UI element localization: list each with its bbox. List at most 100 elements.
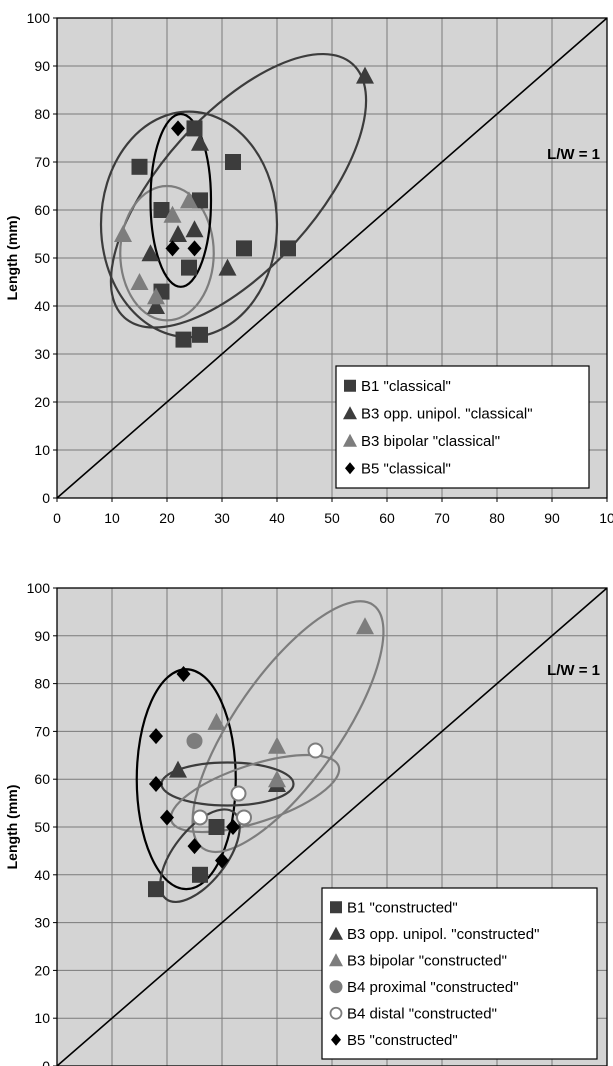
x-tick-label: 80 (489, 510, 505, 526)
chart-constructed: L/W = 1 0 10 20 30 40 50 60 70 80 90 100 Length (mm)… (4, 580, 608, 1066)
y-axis-label: Length (mm) (4, 216, 20, 301)
x-tick-label: 70 (434, 510, 450, 526)
data-point-b1-classical (280, 240, 296, 257)
y-tick-label: 80 (34, 676, 50, 692)
data-point-b4-proximal-constructed (186, 732, 203, 749)
x-tick-label: 40 (269, 510, 285, 526)
legend-label: B5 "classical" (361, 460, 451, 477)
data-point-b3-opp-unipol-classical (218, 258, 237, 276)
data-point-b1-classical (192, 192, 208, 209)
data-point-b3-bipolar-classical (130, 273, 149, 290)
data-point-b3-opp-unipol-constructed (169, 760, 187, 778)
data-point-b3-bipolar-constructed (356, 617, 374, 635)
x-tick-label: 10 (104, 510, 120, 526)
data-point-b5-constructed (176, 666, 191, 683)
group-ellipse (149, 112, 213, 288)
legend-marker (329, 1006, 343, 1020)
y-tick-label: 0 (42, 1058, 50, 1066)
y-tick-label: 10 (34, 1010, 50, 1026)
y-tick-label: 20 (34, 962, 50, 978)
group-ellipse (191, 600, 385, 854)
reference-line (56, 587, 608, 1066)
reference-line-label: L/W = 1 (547, 662, 600, 679)
data-point-b4-distal-constructed (230, 785, 247, 802)
data-point-b4-distal-constructed (192, 809, 208, 826)
data-point-b1-classical (131, 158, 148, 175)
data-point-b5-constructed (215, 852, 229, 869)
data-point-b5-classical (165, 240, 180, 257)
data-point-b5-constructed (160, 809, 174, 826)
data-point-b3-bipolar-constructed (268, 770, 286, 788)
data-point-b3-opp-unipol-classical (191, 133, 209, 151)
y-tick-label: 50 (34, 819, 50, 835)
y-tick-label: 10 (34, 442, 50, 458)
data-point-b5-constructed (149, 728, 163, 745)
data-point-b1-constructed (148, 881, 164, 898)
x-tick-label: 30 (214, 510, 230, 526)
legend-label: B3 bipolar "classical" (361, 433, 500, 450)
data-point-b3-opp-unipol-classical (356, 66, 374, 84)
y-tick-label: 0 (42, 490, 50, 506)
legend-marker (329, 926, 343, 940)
data-point-b3-bipolar-constructed (268, 736, 286, 754)
y-tick-label: 40 (34, 867, 50, 883)
data-point-b4-distal-constructed (236, 809, 252, 826)
legend-marker (329, 953, 343, 967)
legend-label: B4 proximal "constructed" (347, 979, 519, 996)
group-ellipse (159, 808, 241, 904)
x-tick-label: 10 (599, 510, 613, 526)
y-tick-label: 20 (34, 394, 50, 410)
y-tick-label: 80 (34, 106, 50, 122)
legend-marker (330, 901, 342, 914)
data-point-b1-classical (175, 331, 192, 348)
legend-marker (343, 433, 357, 447)
reference-line-label: L/W = 1 (547, 146, 600, 163)
data-point-b1-classical (192, 326, 208, 343)
data-point-b5-constructed (226, 819, 240, 835)
legend (321, 887, 598, 1060)
x-tick-label: 20 (159, 510, 175, 526)
y-tick-label: 60 (34, 771, 50, 787)
data-point-b3-bipolar-classical (163, 205, 182, 223)
group-ellipse (169, 753, 341, 834)
legend-marker (329, 980, 343, 994)
y-tick-label: 90 (34, 58, 50, 74)
data-point-b5-constructed (149, 775, 163, 792)
y-tick-label: 100 (27, 580, 51, 596)
y-tick-label: 90 (34, 628, 50, 644)
data-point-b3-bipolar-classical (180, 191, 198, 209)
legend-label: B5 "constructed" (347, 1032, 458, 1049)
y-tick-label: 30 (34, 915, 50, 931)
y-tick-label: 50 (34, 250, 50, 266)
legend-label: B3 bipolar "constructed" (347, 952, 507, 969)
x-tick-label: 50 (324, 510, 340, 526)
legend (335, 365, 590, 489)
y-tick-label: 100 (27, 10, 51, 26)
y-tick-label: 30 (34, 346, 50, 362)
data-point-b3-bipolar-classical (114, 225, 132, 242)
legend-label: B1 "constructed" (347, 899, 458, 916)
y-tick-label: 60 (34, 202, 50, 218)
chart-classical: L/W = 1 0 10 20 30 40 50 60 70 80 90 100 0 10 20 30 40 50… (4, 10, 613, 526)
data-point-b3-bipolar-constructed (207, 712, 226, 730)
legend-label: B3 opp. unipol. "classical" (361, 405, 533, 422)
x-tick-label: 90 (544, 510, 560, 526)
data-point-b1-constructed (192, 866, 208, 883)
data-point-b3-opp-unipol-classical (169, 225, 187, 242)
legend-marker (344, 379, 356, 392)
legend-marker (331, 1033, 341, 1046)
data-point-b3-opp-unipol-classical (147, 297, 165, 314)
data-point-b4-distal-constructed (307, 742, 324, 759)
data-point-b3-bipolar-classical (147, 287, 165, 305)
data-point-b5-constructed (187, 838, 202, 855)
data-point-b1-classical (186, 120, 203, 137)
legend-label: B1 "classical" (361, 378, 451, 395)
reference-line (56, 17, 608, 499)
group-ellipse (119, 184, 215, 322)
legend-label: B3 opp. unipol. "constructed" (347, 926, 539, 943)
legend-marker (343, 406, 357, 420)
data-point-b1-constructed (208, 819, 225, 835)
x-tick-label: 0 (53, 510, 61, 526)
legend-label: B4 distal "constructed" (347, 1005, 497, 1022)
